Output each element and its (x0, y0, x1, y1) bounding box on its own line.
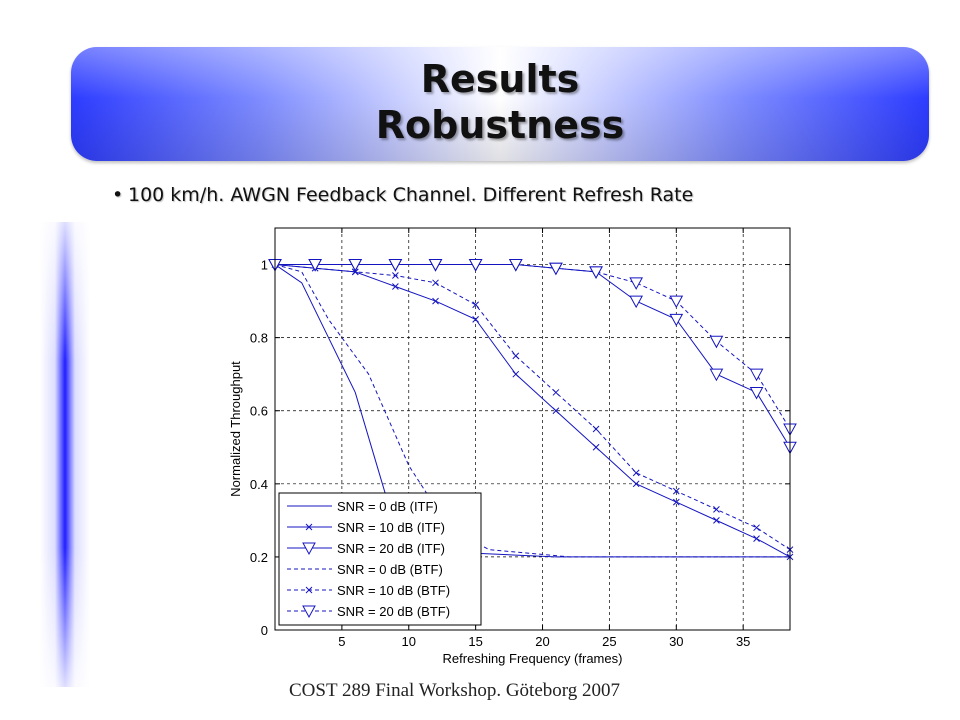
series-2-point (392, 283, 399, 290)
y-tick-label: 0.6 (250, 404, 268, 419)
series-6-point (348, 259, 363, 272)
left-decorative-bar (40, 222, 90, 687)
x-tick-label: 25 (602, 634, 616, 649)
bullet-text: 100 km/h. AWGN Feedback Channel. Differe… (128, 184, 694, 206)
y-tick-label: 1 (261, 258, 268, 273)
x-axis-label: Refreshing Frequency (frames) (443, 651, 623, 666)
y-tick-label: 0.8 (250, 331, 268, 346)
series-3-point (709, 368, 724, 382)
series-line-2 (274, 264, 791, 558)
series-5-point (713, 506, 720, 513)
throughput-chart: 5 10 15 20 25 30 35 0 0.2 0.4 0.6 0.8 1 Refreshing Fr… (228, 227, 797, 666)
series-5-point (472, 301, 480, 309)
legend-label-4: SNR = 0 dB (BTF) (337, 562, 443, 577)
series-5-point (432, 279, 439, 287)
x-tick-label: 35 (736, 634, 750, 649)
legend-label-5: SNR = 10 dB (BTF) (337, 583, 450, 598)
series-5-point (672, 487, 680, 495)
series-6-point (428, 259, 443, 272)
series-2-point (432, 297, 439, 305)
series-5-point (753, 524, 760, 532)
series-line-4 (274, 264, 790, 558)
legend-marker-5 (305, 586, 313, 594)
series-2-point (672, 498, 680, 506)
series-2-point (632, 480, 640, 488)
series-line-5 (274, 264, 791, 551)
x-tick-label: 15 (468, 634, 482, 649)
y-tick-label: 0.4 (250, 477, 268, 492)
x-tick-label: 30 (669, 634, 683, 649)
series-6-point (589, 266, 603, 279)
series-3-point (669, 313, 684, 327)
x-tick-label: 10 (402, 634, 416, 649)
series-6-point (749, 368, 764, 382)
bullet-dot-icon: • (112, 184, 124, 206)
title-line-1: Results (420, 57, 580, 101)
series-2-point (592, 443, 600, 451)
legend-marker-2 (305, 523, 313, 531)
legend-label-3: SNR = 20 dB (ITF) (337, 541, 445, 556)
legend-label-1: SNR = 0 dB (ITF) (337, 499, 438, 514)
series-line-6 (275, 264, 791, 430)
series-2-point (713, 517, 720, 524)
legend-marker-3 (302, 542, 316, 556)
series-6-point (709, 335, 724, 349)
plot-frame (274, 227, 791, 631)
y-tick-label: 0.2 (250, 550, 268, 565)
legend-marker-6 (302, 605, 316, 619)
series-3-point (749, 386, 764, 400)
series-5-point (392, 272, 399, 279)
series-5-point (512, 352, 520, 360)
y-tick-label: 0 (261, 623, 268, 638)
footer-text: COST 289 Final Workshop. Göteborg 2007 (289, 680, 620, 701)
x-tick-label: 20 (535, 634, 549, 649)
series-5-point (632, 469, 640, 477)
series-6-point (629, 277, 644, 290)
legend-label-2: SNR = 10 dB (ITF) (337, 520, 445, 535)
series-6-point (508, 259, 523, 272)
series-6-point (549, 262, 563, 276)
y-axis-label: Normalized Throughput (228, 361, 243, 497)
legend-box (278, 492, 482, 626)
series-3-point (629, 295, 644, 309)
series-2-point (472, 316, 480, 323)
series-5-point (592, 425, 600, 433)
legend-label-6: SNR = 20 dB (BTF) (337, 604, 450, 619)
x-tick-label: 5 (338, 634, 345, 649)
series-6-point (388, 259, 403, 272)
title-banner: Results Robustness (71, 47, 929, 161)
series-5-point (351, 268, 359, 276)
series-2-point (512, 370, 520, 378)
bullet-item: • 100 km/h. AWGN Feedback Channel. Differ… (112, 184, 693, 206)
series-2-point (552, 407, 560, 415)
series-5-point (552, 389, 560, 396)
title-line-2: Robustness (375, 103, 625, 147)
series-6-point (669, 295, 684, 309)
series-6-point (308, 259, 322, 272)
series-2-point (753, 535, 760, 542)
series-6-point (468, 259, 483, 272)
